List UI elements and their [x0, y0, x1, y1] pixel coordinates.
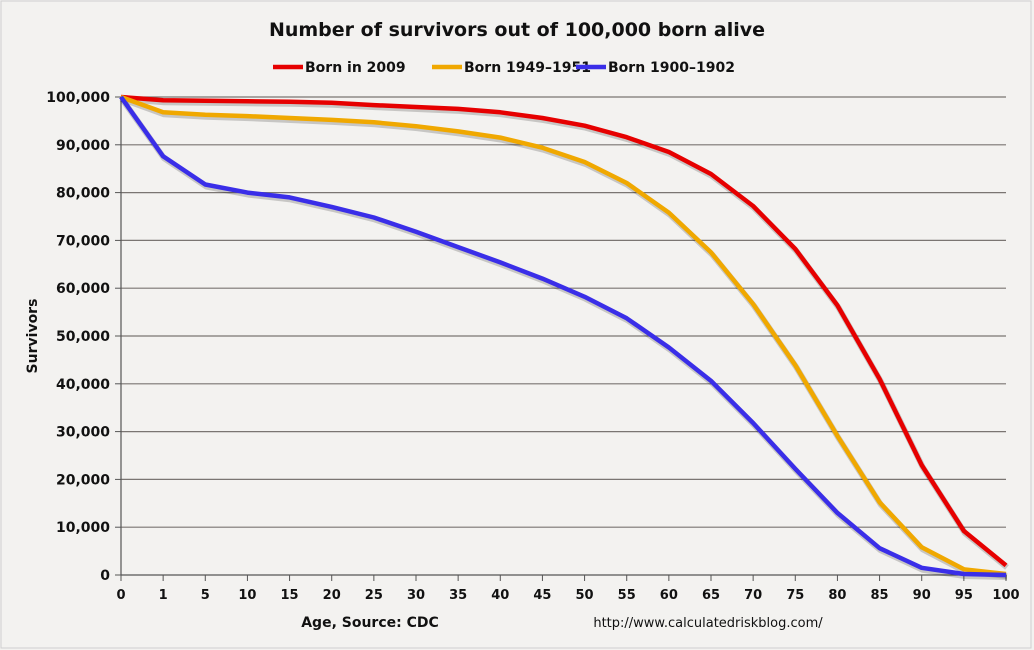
x-tick-label: 80 [828, 588, 846, 603]
x-axis-label: Age, Source: CDC [301, 615, 439, 631]
x-tick-label: 0 [116, 588, 125, 603]
series-line-1 [120, 94, 1008, 568]
series-lines [119, 94, 1009, 580]
x-tick-label: 100 [992, 588, 1019, 603]
x-tick-label: 95 [955, 588, 973, 603]
x-axis-ticks: 0 1 5 10 15 20 25 30 35 40 45 50 55 60 65 70 75 80 85 90 95 1… [116, 575, 1020, 603]
y-tick-label: 70,000 [56, 233, 110, 249]
series-line-3 [119, 95, 1007, 578]
x-tick-label: 40 [491, 588, 509, 603]
x-tick-label: 65 [702, 588, 720, 603]
x-tick-label: 70 [744, 588, 762, 603]
x-tick-label: 85 [871, 588, 889, 603]
y-tick-label: 30,000 [56, 425, 110, 441]
x-tick-label: 35 [449, 588, 467, 603]
x-tick-label: 5 [201, 588, 210, 603]
chart-title: Number of survivors out of 100,000 born … [269, 19, 765, 41]
x-tick-label: 60 [660, 588, 678, 603]
y-tick-label: 100,000 [46, 90, 110, 106]
y-tick-label: 10,000 [56, 520, 110, 536]
x-tick-label: 25 [365, 588, 383, 603]
x-tick-label: 75 [786, 588, 804, 603]
legend-label: Born 1949–1951 [464, 60, 591, 76]
x-tick-label: 10 [238, 588, 256, 603]
y-axis-ticks: 0 10,000 20,000 30,000 40,000 50,000 60,000 70,… [46, 90, 121, 584]
y-tick-label: 20,000 [56, 472, 110, 488]
y-tick-label: 90,000 [56, 138, 110, 154]
x-tick-label: 50 [576, 588, 594, 603]
legend-label: Born 1900–1902 [608, 60, 735, 76]
legend: Born in 2009 Born 1949–1951 Born 1900–1902 [273, 60, 735, 76]
x-tick-label: 90 [913, 588, 931, 603]
x-tick-label: 55 [618, 588, 636, 603]
y-tick-label: 50,000 [56, 329, 110, 345]
y-tick-label: 0 [100, 568, 110, 584]
x-tick-label: 30 [407, 588, 425, 603]
source-url: http://www.calculatedriskblog.com/ [593, 616, 823, 631]
y-tick-label: 80,000 [56, 186, 110, 202]
series-line-2 [120, 94, 1007, 577]
x-tick-label: 1 [159, 588, 168, 603]
legend-label: Born in 2009 [305, 60, 406, 76]
x-tick-label: 15 [281, 588, 299, 603]
x-tick-label: 20 [323, 588, 341, 603]
y-tick-label: 40,000 [56, 377, 110, 393]
x-tick-label: 45 [533, 588, 551, 603]
y-tick-label: 60,000 [56, 281, 110, 297]
y-axis-label: Survivors [25, 299, 41, 374]
